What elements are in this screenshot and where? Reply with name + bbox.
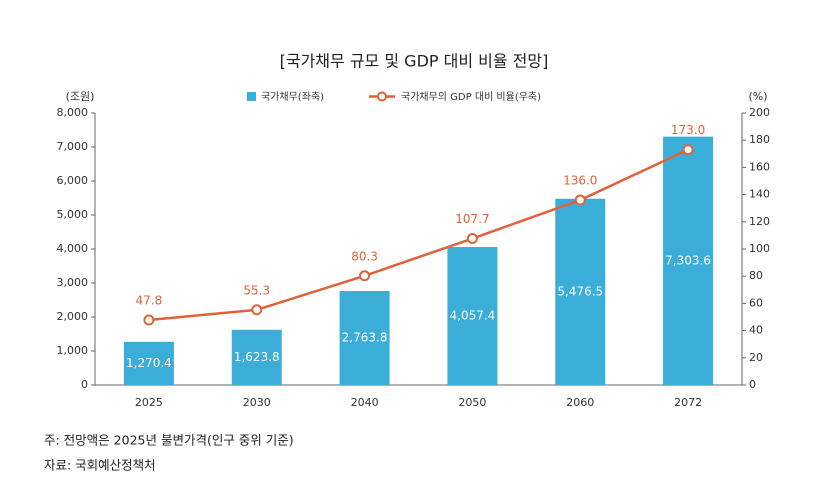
line-value-label: 173.0 — [671, 123, 705, 137]
y2-axis-label: (%) — [748, 90, 767, 103]
y2-tick-label: 40 — [749, 324, 763, 337]
line-marker — [251, 304, 263, 316]
source: 자료: 국회예산정책처 — [44, 458, 156, 473]
line-value-label: 80.3 — [351, 249, 378, 263]
legend-label: 국가채무의 GDP 대비 비율(우축) — [401, 91, 541, 103]
y-tick-label: 7,000 — [57, 140, 89, 153]
bar-value-label: 1,270.4 — [126, 356, 172, 370]
x-tick-label: 2040 — [351, 396, 379, 409]
x-tick-label: 2025 — [135, 396, 163, 409]
x-tick-label: 2030 — [243, 396, 271, 409]
y-tick-label: 2,000 — [57, 310, 89, 323]
line-marker — [574, 194, 586, 206]
y2-tick-label: 100 — [749, 242, 770, 255]
line-marker — [682, 144, 694, 156]
x-tick-label: 2060 — [566, 396, 594, 409]
line-marker — [359, 270, 371, 282]
x-tick-label: 2072 — [674, 396, 702, 409]
y-tick-label: 4,000 — [57, 242, 89, 255]
bar — [663, 136, 714, 385]
y-axis-label: (조원) — [66, 90, 95, 103]
bar-value-label: 4,057.4 — [450, 309, 496, 323]
chart-title: [국가채무 규모 및 GDP 대비 비율 전망] — [280, 52, 549, 71]
bar — [123, 341, 174, 385]
y-tick-label: 6,000 — [57, 174, 89, 187]
bar-value-label: 7,303.6 — [665, 253, 711, 267]
line-value-label: 47.8 — [136, 293, 163, 307]
bar-value-label: 2,763.8 — [342, 331, 388, 345]
y2-tick-label: 140 — [749, 188, 770, 201]
line-value-label: 55.3 — [243, 283, 270, 297]
line-value-label: 136.0 — [563, 174, 597, 188]
y-tick-label: 1,000 — [57, 344, 89, 357]
y-tick-label: 5,000 — [57, 208, 89, 221]
note: 주: 전망액은 2025년 불변가격(인구 중위 기준) — [44, 433, 294, 448]
line — [148, 148, 689, 322]
legend-swatch — [247, 92, 256, 101]
y2-tick-label: 80 — [749, 269, 763, 282]
y2-tick-label: 20 — [749, 351, 763, 364]
line-marker — [466, 233, 478, 245]
y2-tick-label: 60 — [749, 296, 763, 309]
y-tick-label: 0 — [81, 378, 88, 391]
legend-swatch — [377, 91, 387, 102]
y-tick-label: 3,000 — [57, 276, 89, 289]
bar-value-label: 5,476.5 — [557, 284, 603, 298]
legend-label: 국가채무(좌축) — [261, 91, 324, 103]
y2-tick-label: 120 — [749, 215, 770, 228]
bar — [339, 291, 390, 385]
bar — [231, 329, 282, 385]
y2-tick-label: 180 — [749, 133, 770, 146]
y2-tick-label: 200 — [749, 106, 770, 119]
bar — [447, 247, 498, 385]
y2-tick-label: 0 — [749, 378, 756, 391]
y2-tick-label: 160 — [749, 160, 770, 173]
bar-value-label: 1,623.8 — [234, 350, 280, 364]
bar — [555, 198, 606, 385]
y-tick-label: 8,000 — [57, 106, 89, 119]
line-value-label: 107.7 — [455, 212, 489, 226]
x-tick-label: 2050 — [458, 396, 486, 409]
line-marker — [143, 314, 155, 326]
